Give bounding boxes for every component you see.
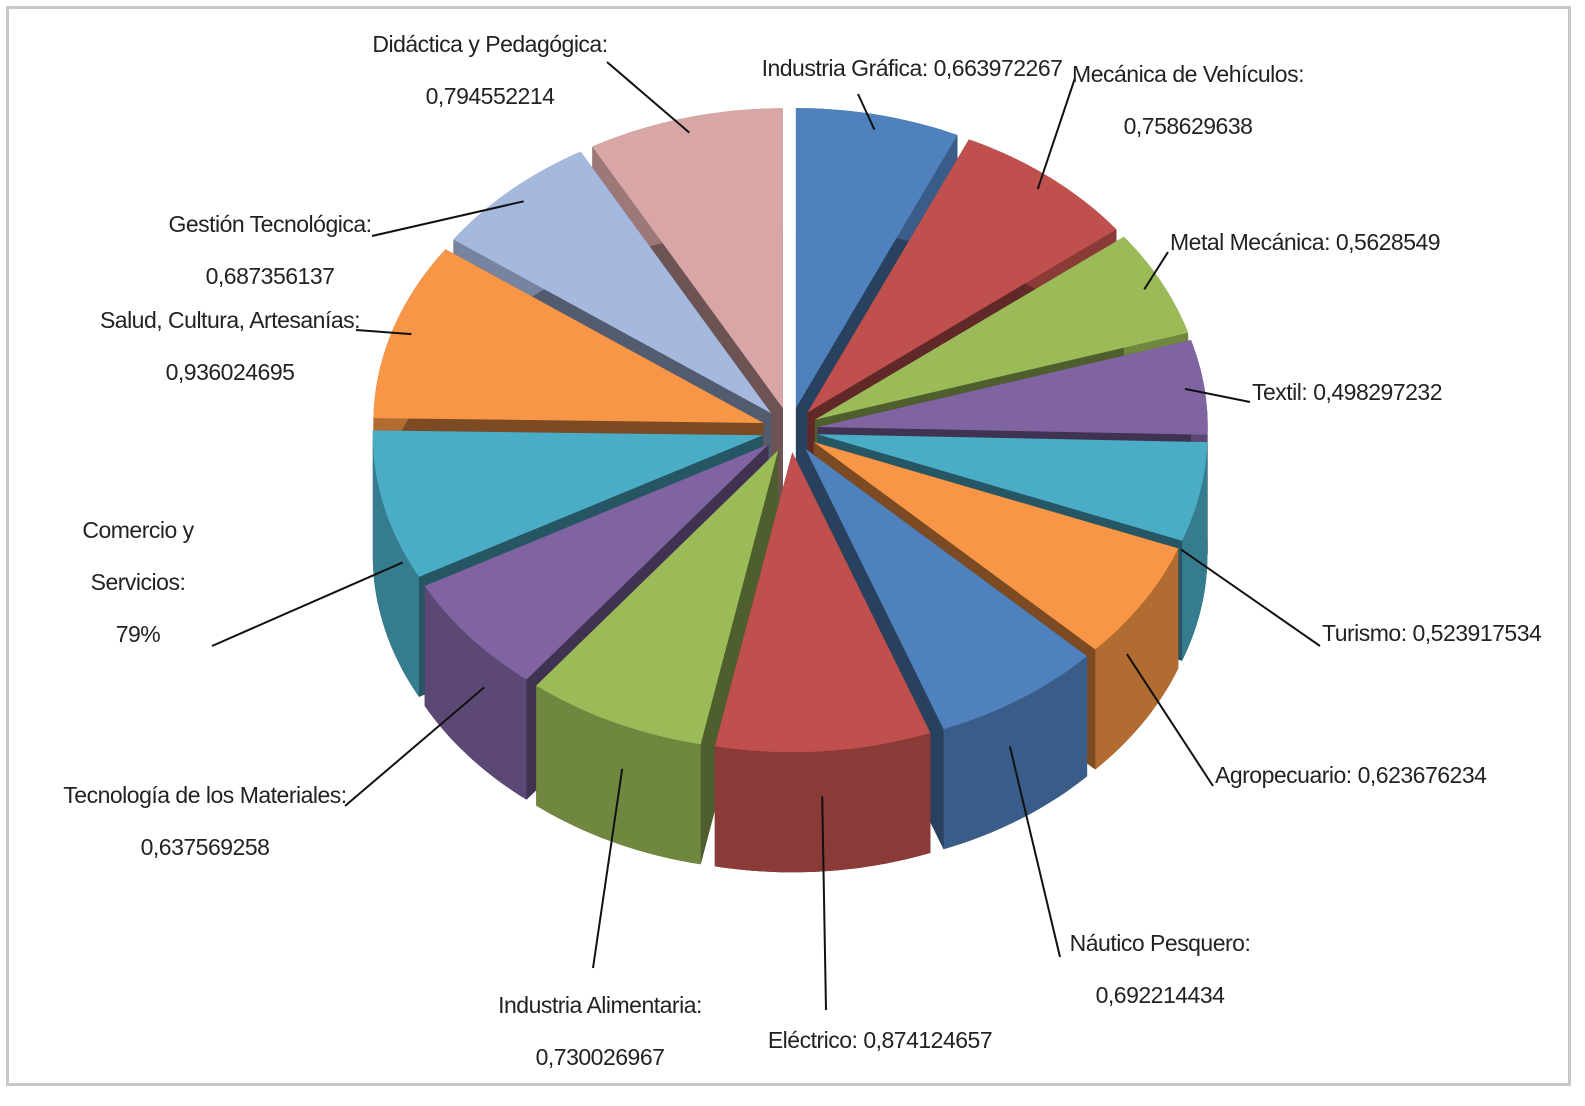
value-label: 0,794552214: [425, 83, 555, 109]
value-label: 0,663972267: [933, 55, 1063, 81]
data-label: Eléctrico: 0,874124657: [730, 1014, 1030, 1066]
slice-top: [795, 108, 958, 409]
slice-outer-wall: [1182, 442, 1208, 661]
leader-line: [592, 768, 624, 969]
category-label: Náutico Pesquero:: [1069, 930, 1251, 956]
value-label: 0,874124657: [863, 1027, 993, 1053]
slice-top: [424, 444, 769, 680]
data-label: Comercio y Servicios: 79%: [73, 504, 203, 660]
leader-line: [606, 61, 690, 134]
slice-outer-wall: [536, 685, 701, 865]
category-label: Salud, Cultura, Artesanías:: [99, 307, 361, 333]
data-label: Textil: 0,498297232: [1252, 366, 1552, 418]
slice-top: [817, 340, 1208, 435]
slice-top: [805, 448, 1088, 730]
chart-frame: [6, 6, 1571, 1086]
category-label: Metal Mecánica:: [1170, 229, 1330, 255]
value-label: 0,498297232: [1313, 379, 1442, 405]
category-label: Gestión Tecnológica:: [168, 211, 372, 237]
leader-line: [355, 329, 412, 336]
leader-line: [344, 686, 485, 807]
slice-top: [453, 151, 772, 414]
data-label: Turismo: 0,523917534: [1322, 607, 1582, 659]
value-label: 0,687356137: [205, 263, 335, 289]
slice-top: [817, 434, 1208, 541]
slice-outer-wall: [1095, 548, 1179, 770]
data-label: Tecnología de los Materiales: 0,63756925…: [25, 769, 385, 873]
slice-top: [536, 450, 779, 745]
slice-top: [373, 249, 764, 423]
category-label: Agropecuario:: [1215, 762, 1352, 788]
leader-line: [1143, 251, 1169, 290]
leader-line: [1036, 77, 1076, 190]
data-label: Mecánica de Vehículos: 0,758629638: [1038, 48, 1338, 152]
slice-outer-wall: [943, 656, 1088, 850]
data-label: Industria Gráfica: 0,663972267: [752, 42, 1072, 94]
slice-outer-wall: [424, 586, 527, 800]
data-label: Metal Mecánica: 0,5628549: [1170, 216, 1470, 268]
slice-top: [807, 139, 1117, 413]
leader-line: [1184, 387, 1251, 403]
data-label: Salud, Cultura, Artesanías: 0,936024695: [80, 294, 380, 398]
data-label: Didáctica y Pedagógica: 0,794552214: [340, 18, 640, 122]
slice-top: [813, 442, 1179, 650]
value-label: 79%: [115, 621, 161, 647]
leader-line: [857, 93, 876, 131]
category-label: Mecánica de Vehículos:: [1072, 61, 1304, 87]
category-label: Industria Alimentaria:: [498, 992, 702, 1018]
value-label: 0,523917534: [1412, 620, 1542, 646]
data-label: Agropecuario: 0,623676234: [1215, 749, 1575, 801]
value-label: 0,637569258: [140, 834, 270, 860]
leader-line: [1126, 653, 1214, 787]
data-label: Gestión Tecnológica: 0,687356137: [120, 198, 420, 302]
category-label: Textil:: [1252, 379, 1308, 405]
value-label: 0,936024695: [165, 359, 295, 385]
category-label: Industria Gráfica:: [761, 55, 929, 81]
category-label: Eléctrico:: [767, 1027, 858, 1053]
category-label: Turismo:: [1322, 620, 1407, 646]
category-label: Tecnología de los Materiales:: [63, 782, 347, 808]
leader-line: [371, 200, 524, 237]
value-label: 0,758629638: [1123, 113, 1253, 139]
category-label: Comercio y Servicios:: [82, 517, 194, 595]
leader-line: [1008, 746, 1061, 958]
value-label: 0,730026967: [535, 1044, 665, 1070]
leader-line: [821, 796, 827, 1011]
leader-line: [1180, 548, 1321, 647]
category-label: Didáctica y Pedagógica:: [372, 31, 608, 57]
value-label: 0,5628549: [1335, 229, 1441, 255]
slice-top: [814, 236, 1189, 420]
slice-top: [714, 452, 931, 753]
slice-top: [372, 430, 763, 577]
value-label: 0,692214434: [1095, 982, 1225, 1008]
data-label: Industria Alimentaria: 0,730026967: [440, 979, 760, 1083]
value-label: 0,623676234: [1357, 762, 1487, 788]
slice-top: [592, 108, 783, 409]
leader-line: [211, 561, 404, 647]
slice-outer-wall: [372, 430, 419, 697]
data-label: Náutico Pesquero: 0,692214434: [1010, 917, 1310, 1021]
